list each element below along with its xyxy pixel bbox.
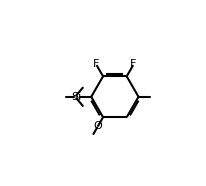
Text: O: O bbox=[94, 121, 102, 131]
Text: Si: Si bbox=[71, 92, 82, 102]
Text: F: F bbox=[130, 59, 136, 69]
Text: F: F bbox=[93, 59, 100, 69]
